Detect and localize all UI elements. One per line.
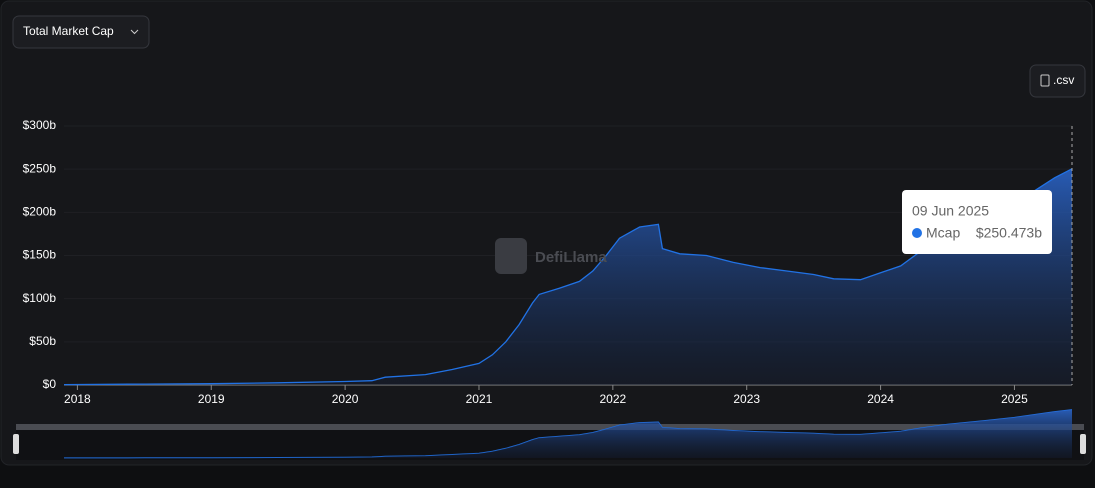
csv-icon	[1040, 74, 1050, 87]
csv-label[interactable]: .csv	[1053, 73, 1074, 87]
x-tick-label: 2020	[332, 392, 359, 406]
dropdown-label[interactable]: Total Market Cap	[23, 24, 114, 38]
dropdown-caret	[130, 29, 139, 35]
y-tick-label: $200b	[23, 205, 57, 219]
csv-button[interactable]: .csv	[1029, 64, 1086, 98]
watermark-logo	[495, 238, 527, 274]
y-tick-label: $300b	[23, 118, 57, 132]
y-tick-label: $0	[43, 377, 57, 391]
x-tick-label: 2021	[466, 392, 493, 406]
dropdown[interactable]: Total Market Cap	[12, 15, 150, 49]
x-tick-label: 2023	[733, 392, 760, 406]
x-tick-label: 2024	[867, 392, 894, 406]
tooltip-value: $250.473b	[976, 225, 1042, 241]
dropdown-box[interactable]	[12, 15, 150, 49]
tooltip: 09 Jun 2025 Mcap $250.473b	[902, 190, 1052, 254]
y-tick-label: $100b	[23, 291, 57, 305]
csv-box[interactable]	[1029, 64, 1086, 98]
tooltip-date: 09 Jun 2025	[912, 203, 989, 219]
brush-area	[64, 409, 1072, 458]
tooltip-dot	[912, 228, 922, 238]
brush-handle-left[interactable]	[13, 434, 19, 454]
y-tick-label: $150b	[23, 248, 57, 262]
area-line	[63, 168, 1073, 386]
y-tick-label: $250b	[23, 161, 57, 175]
y-tick-label: $50b	[29, 334, 56, 348]
tooltip-series: Mcap	[926, 225, 960, 241]
tooltip-box	[902, 190, 1052, 254]
x-tick-label: 2022	[599, 392, 626, 406]
brush-handle-right[interactable]	[1080, 434, 1086, 454]
area-fill	[64, 168, 1072, 385]
x-tick-label: 2018	[64, 392, 91, 406]
brush-handle-bar[interactable]	[16, 424, 1084, 430]
x-tick-label: 2025	[1001, 392, 1028, 406]
watermark: DefiLlama	[535, 249, 607, 266]
x-tick-label: 2019	[198, 392, 225, 406]
